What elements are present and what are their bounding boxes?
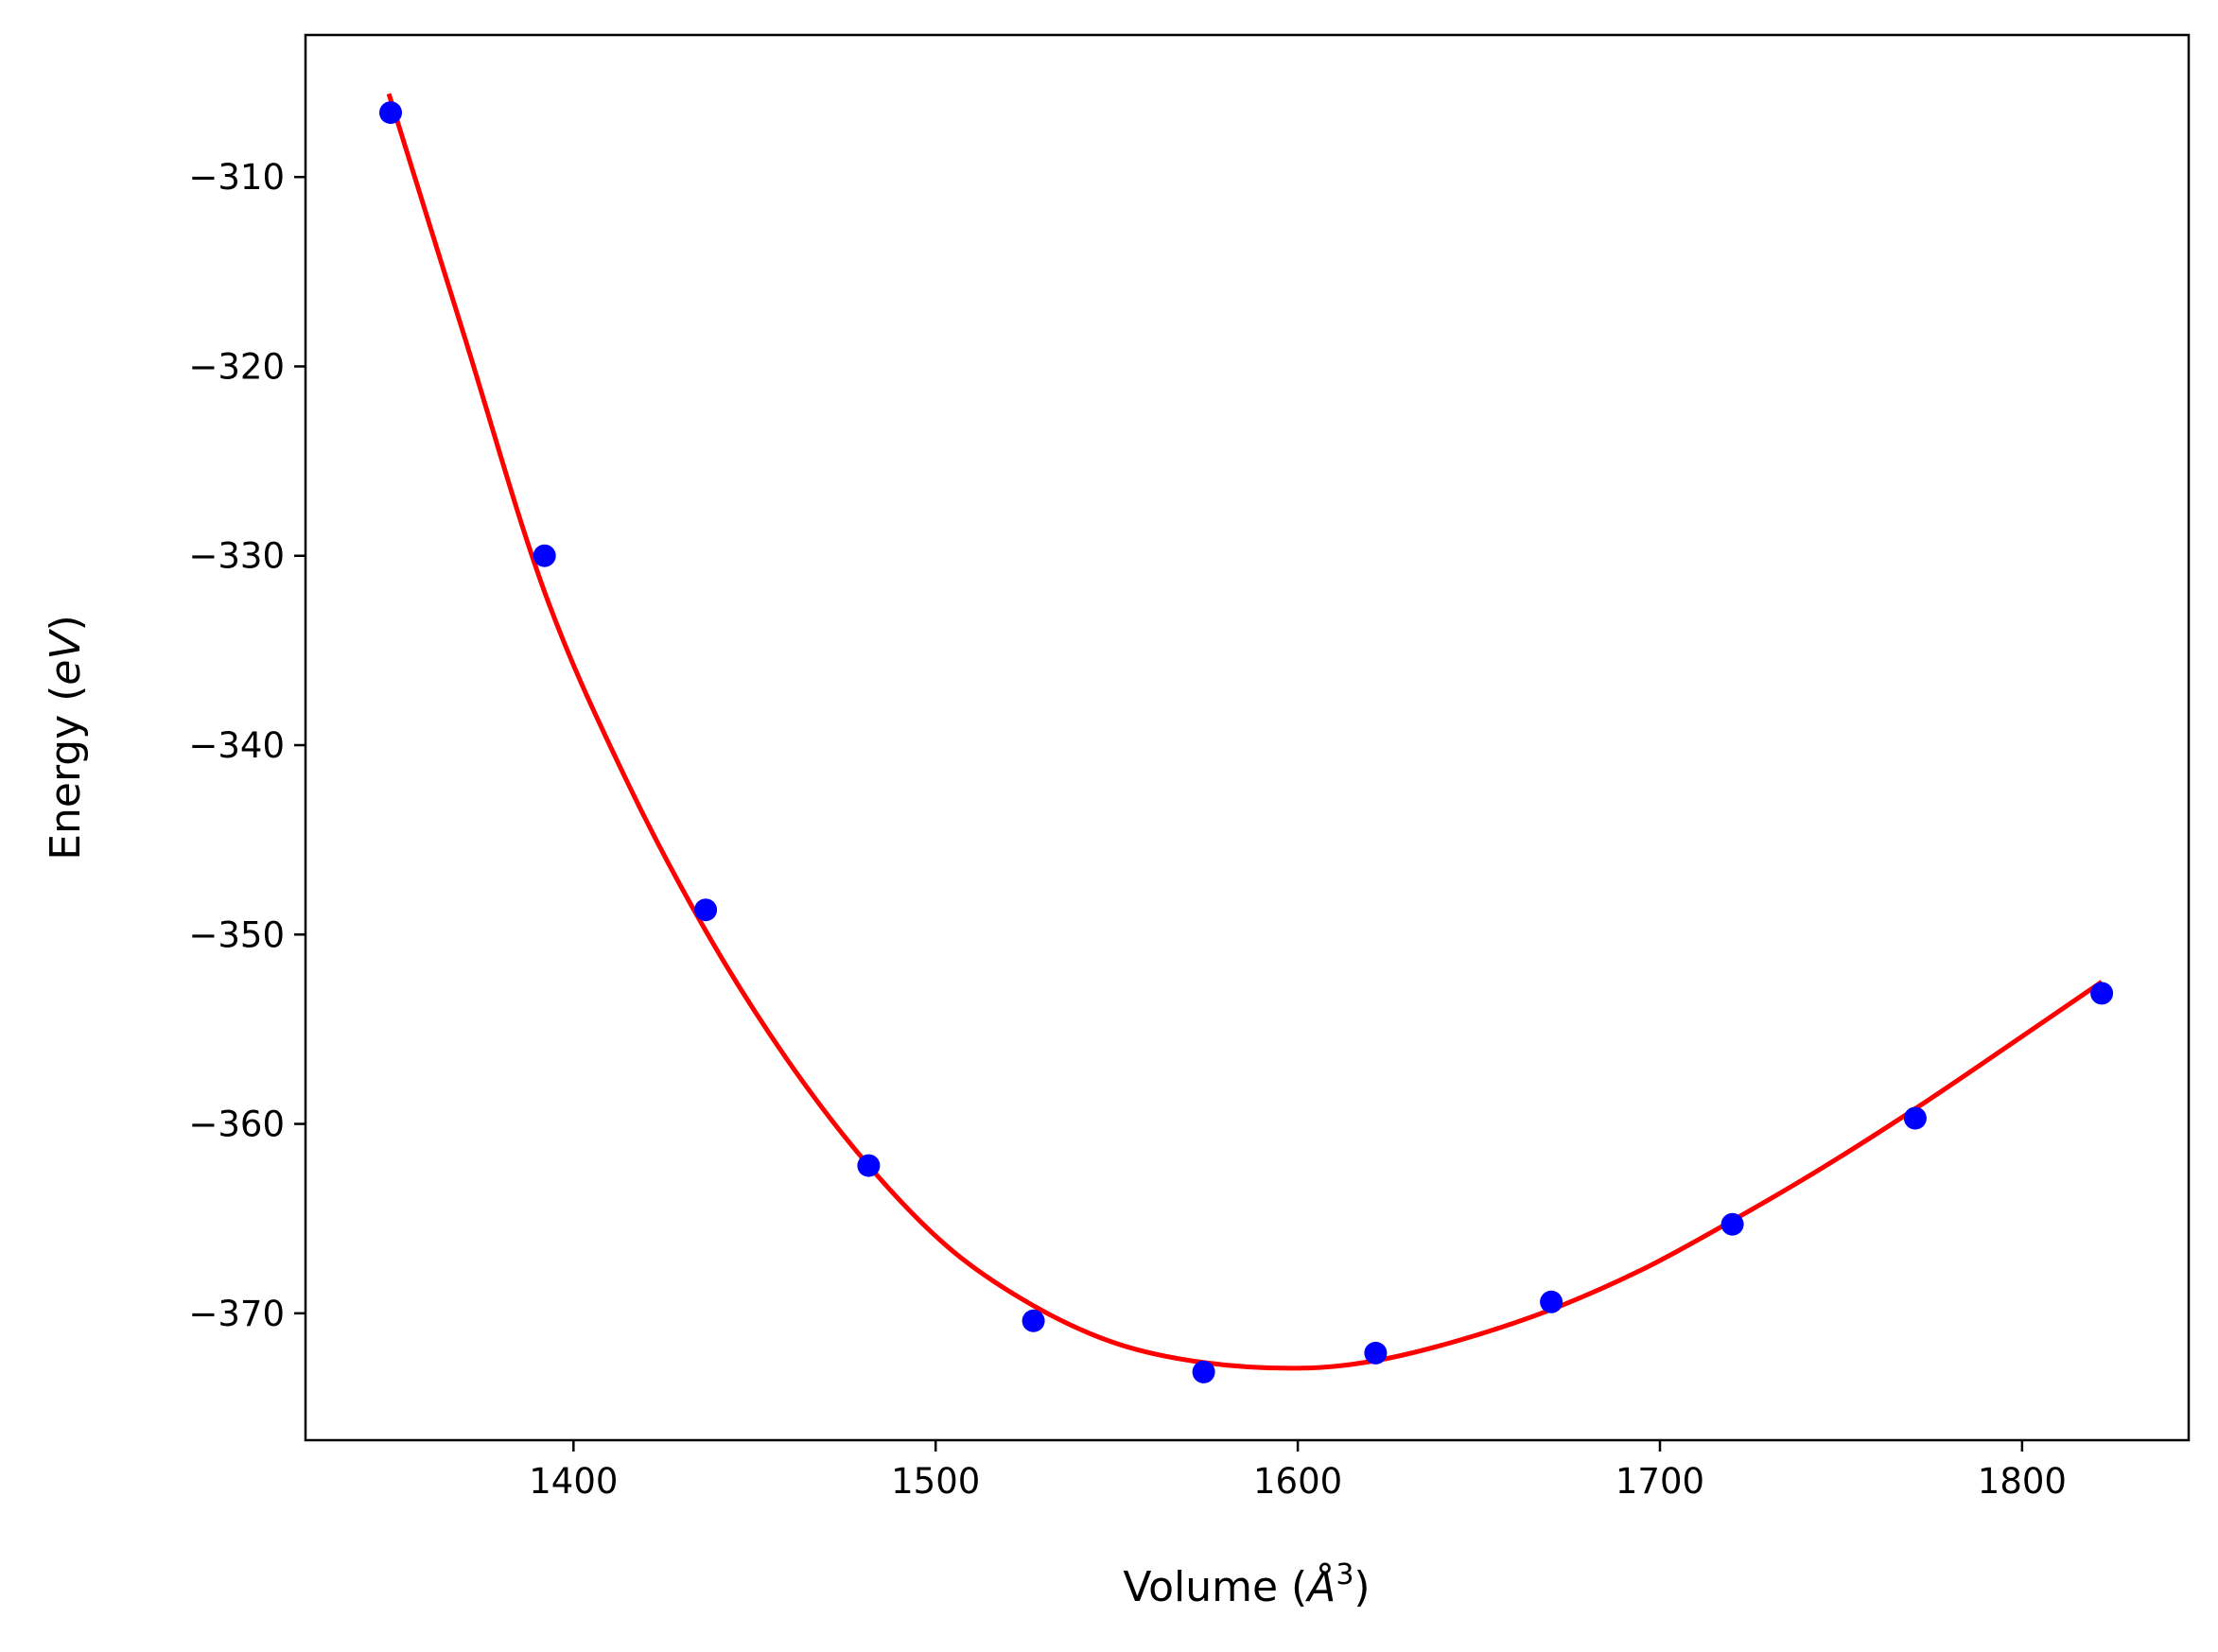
- data-point: [1540, 1290, 1563, 1313]
- x-tick-label: 1600: [1253, 1461, 1342, 1502]
- x-axis: 1400 1500 1600 1700 1800: [529, 1440, 2067, 1502]
- y-axis-label-unit: eV: [42, 629, 90, 686]
- plot-area: [379, 93, 2114, 1383]
- data-point: [694, 898, 718, 922]
- x-tick-label: 1400: [529, 1461, 618, 1502]
- x-tick-label: 1700: [1615, 1461, 1704, 1502]
- fit-curve-line: [386, 93, 2104, 1371]
- y-tick-label: −360: [188, 1104, 285, 1145]
- x-axis-label: Volume (Å3): [1123, 1558, 1370, 1611]
- y-tick-label: −350: [188, 914, 285, 955]
- data-point: [533, 544, 556, 567]
- y-axis: −310 −320 −330 −340 −350 −360 −370: [188, 157, 306, 1334]
- plot-frame: [304, 33, 2191, 1442]
- y-axis-label: Energy (eV): [42, 615, 90, 861]
- x-axis-label-close: ): [1354, 1563, 1370, 1611]
- y-tick-label: −340: [188, 725, 285, 766]
- data-point: [1192, 1360, 1215, 1383]
- data-point: [1720, 1212, 1744, 1236]
- x-tick-label: 1800: [1978, 1461, 2067, 1502]
- x-axis-label-main: Volume (: [1123, 1563, 1307, 1611]
- data-point: [1903, 1106, 1927, 1130]
- data-point: [1364, 1341, 1388, 1365]
- data-point: [857, 1154, 881, 1177]
- data-point: [1022, 1309, 1045, 1332]
- x-tick-label: 1500: [891, 1461, 980, 1502]
- y-tick-label: −330: [188, 536, 285, 577]
- y-axis-label-close: ): [42, 615, 90, 631]
- y-tick-label: −310: [188, 157, 285, 198]
- x-axis-label-unit: Å: [1304, 1561, 1336, 1611]
- y-tick-label: −370: [188, 1294, 285, 1334]
- y-axis-label-main: Energy (: [42, 686, 90, 861]
- data-point: [2090, 982, 2114, 1005]
- data-point: [379, 101, 402, 125]
- y-tick-label: −320: [188, 346, 285, 387]
- x-axis-label-superscript: 3: [1336, 1558, 1354, 1591]
